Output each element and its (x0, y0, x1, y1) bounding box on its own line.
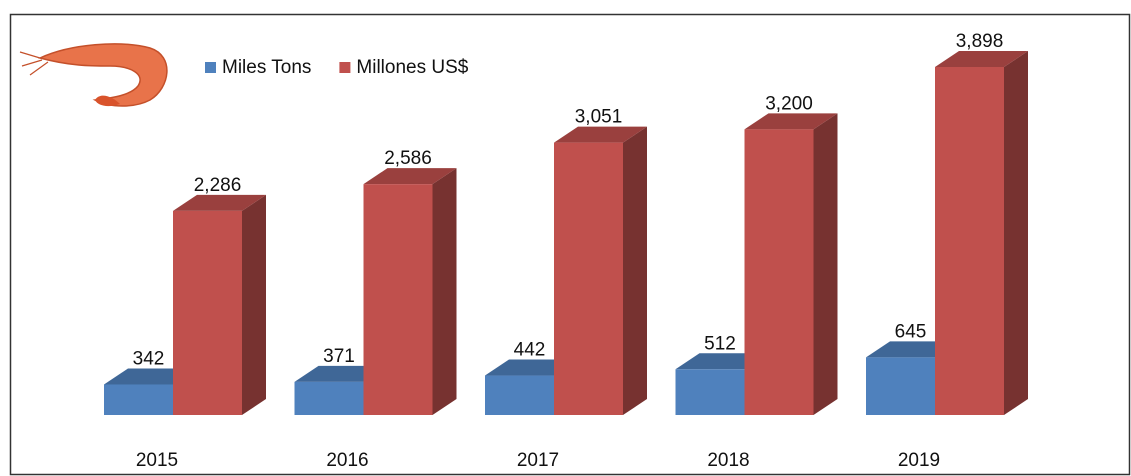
bar (554, 143, 623, 415)
bar-side (814, 113, 838, 415)
data-label: 442 (514, 340, 546, 361)
x-tick-label: 2018 (707, 450, 749, 471)
data-label: 342 (133, 348, 165, 369)
bar (104, 384, 173, 415)
legend-swatch (339, 62, 350, 73)
chart: Miles Tons Millones US$ 342 2,286 2015 371 2,5… (0, 0, 1131, 476)
legend-label: Millones US$ (356, 57, 468, 78)
bar (364, 184, 433, 415)
bar (866, 357, 935, 415)
data-label: 512 (704, 333, 736, 354)
data-label: 371 (323, 346, 355, 367)
bar (745, 129, 814, 415)
legend-swatch (205, 62, 216, 73)
bar-side (623, 127, 647, 415)
data-label: 3,898 (956, 31, 1004, 52)
x-tick-label: 2015 (136, 450, 178, 471)
data-label: 645 (895, 321, 927, 342)
bar-side (1004, 51, 1028, 415)
bar-side (242, 195, 266, 415)
data-label: 3,200 (765, 93, 813, 114)
data-label: 2,586 (384, 148, 432, 169)
data-label: 3,051 (575, 107, 623, 128)
bar (676, 369, 745, 415)
x-tick-label: 2017 (517, 450, 559, 471)
x-tick-label: 2019 (898, 450, 940, 471)
data-label: 2,286 (194, 175, 242, 196)
bar (485, 376, 554, 415)
bar (295, 382, 364, 415)
x-tick-label: 2016 (326, 450, 368, 471)
page: Miles Tons Millones US$ 342 2,286 2015 371 2,5… (0, 0, 1131, 476)
bar-side (433, 168, 457, 415)
bar (173, 211, 242, 415)
bar (935, 67, 1004, 415)
legend-label: Miles Tons (222, 57, 311, 78)
